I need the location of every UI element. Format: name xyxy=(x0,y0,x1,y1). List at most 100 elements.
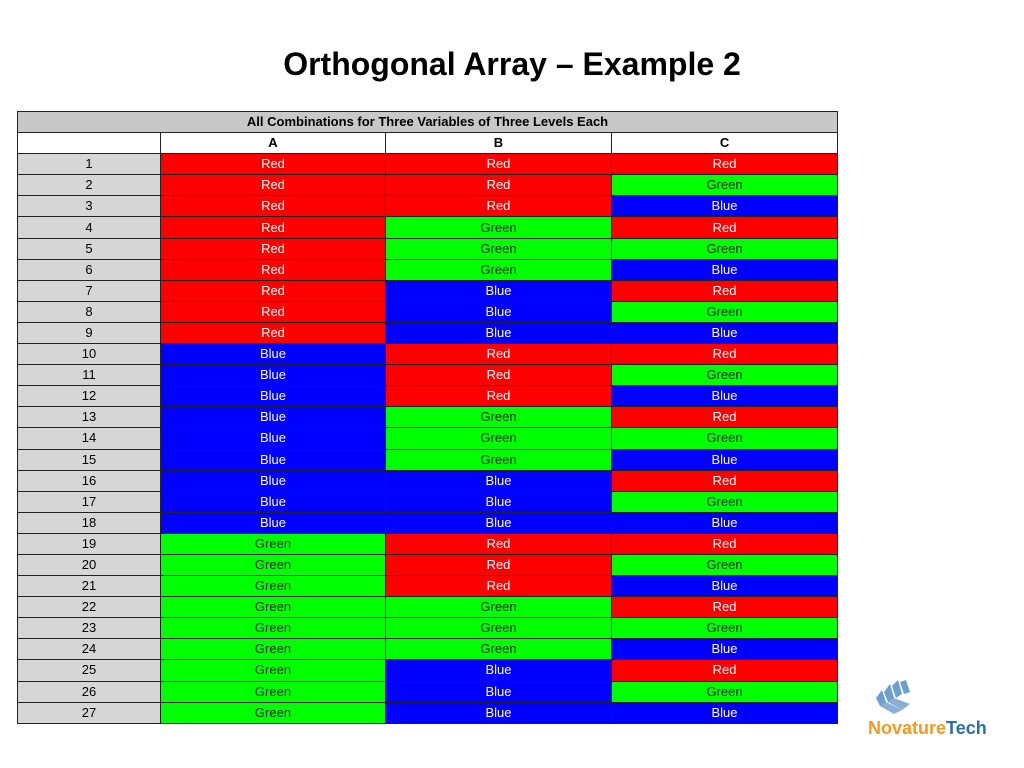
table-row: 19 Green Red Red xyxy=(17,532,839,555)
cell-c: Blue xyxy=(610,701,839,724)
cell-c: Red xyxy=(610,596,839,619)
table-row: 5 Red Green Green xyxy=(17,237,839,260)
cell-b: Green xyxy=(385,406,612,429)
table-row: 10 Blue Red Red xyxy=(17,343,839,366)
cell-c: Blue xyxy=(610,385,839,408)
cell-c: Green xyxy=(610,490,839,513)
row-number-cell: 25 xyxy=(17,659,161,682)
row-number-cell: 2 xyxy=(17,174,161,197)
cell-b: Green xyxy=(385,448,612,471)
row-number-cell: 4 xyxy=(17,216,161,239)
row-number-cell: 23 xyxy=(17,617,161,640)
cell-b: Red xyxy=(385,364,612,387)
cell-a: Green xyxy=(160,553,386,577)
cell-c: Blue xyxy=(610,321,839,345)
table-row: 23 Green Green Green xyxy=(17,617,839,640)
cell-c: Blue xyxy=(610,511,839,534)
row-number-cell: 16 xyxy=(17,469,161,492)
cell-a: Red xyxy=(160,216,386,239)
cell-c: Blue xyxy=(610,638,839,661)
row-number-cell: 21 xyxy=(17,575,161,598)
cell-b: Blue xyxy=(385,321,612,345)
table-row: 18 Blue Blue Blue xyxy=(17,511,839,534)
cell-a: Red xyxy=(160,300,386,323)
table-row: 9 Red Blue Blue xyxy=(17,321,839,345)
cell-b: Red xyxy=(385,195,612,218)
combinations-table: All Combinations for Three Variables of … xyxy=(16,110,839,724)
cell-b: Green xyxy=(385,427,612,450)
table-row: 11 Blue Red Green xyxy=(17,364,839,387)
slide-title: Orthogonal Array – Example 2 xyxy=(283,46,741,82)
table-row: 4 Red Green Red xyxy=(17,216,839,239)
cell-b: Blue xyxy=(385,680,612,703)
header-c: C xyxy=(610,132,839,155)
cell-a: Green xyxy=(160,575,386,598)
cell-c: Green xyxy=(610,300,839,323)
cell-a: Green xyxy=(160,701,386,724)
table-row: 15 Blue Green Blue xyxy=(17,448,839,471)
table-body: 1 Red Red Red 2 Red Red Green 3 Red Red Blue 4 Red Gre… xyxy=(17,153,839,724)
cell-c: Red xyxy=(610,153,839,176)
cell-b: Green xyxy=(385,638,612,661)
logo-wordmark: NovatureTech xyxy=(868,718,987,739)
cell-a: Red xyxy=(160,279,386,302)
cell-c: Green xyxy=(610,237,839,260)
table-row: 12 Blue Red Blue xyxy=(17,385,839,408)
cell-c: Red xyxy=(610,279,839,302)
cell-a: Blue xyxy=(160,343,386,366)
table-row: 27 Green Blue Blue xyxy=(17,701,839,724)
cell-a: Green xyxy=(160,532,386,555)
row-number-cell: 8 xyxy=(17,300,161,323)
cell-a: Red xyxy=(160,258,386,281)
table-row: 2 Red Red Green xyxy=(17,174,839,197)
row-number-cell: 22 xyxy=(17,596,161,619)
row-number-cell: 24 xyxy=(17,638,161,661)
row-number-cell: 12 xyxy=(17,385,161,408)
cell-b: Red xyxy=(385,343,612,366)
cell-a: Blue xyxy=(160,364,386,387)
table-row: 1 Red Red Red xyxy=(17,153,839,176)
cell-a: Green xyxy=(160,596,386,619)
cell-c: Red xyxy=(610,532,839,555)
cell-b: Blue xyxy=(385,279,612,302)
cell-a: Red xyxy=(160,195,386,218)
cell-a: Red xyxy=(160,153,386,176)
cell-b: Red xyxy=(385,532,612,555)
row-number-cell: 13 xyxy=(17,406,161,429)
header-a: A xyxy=(160,132,386,155)
cell-c: Red xyxy=(610,469,839,492)
row-number-cell: 11 xyxy=(17,364,161,387)
table-row: 21 Green Red Blue xyxy=(17,575,839,598)
cell-a: Red xyxy=(160,174,386,197)
cell-c: Green xyxy=(610,427,839,450)
table-row: 22 Green Green Red xyxy=(17,596,839,619)
table-row: 25 Green Blue Red xyxy=(17,659,839,682)
table-row: 16 Blue Blue Red xyxy=(17,469,839,492)
row-number-cell: 27 xyxy=(17,701,161,724)
cell-a: Green xyxy=(160,617,386,640)
cell-c: Green xyxy=(610,364,839,387)
cell-b: Blue xyxy=(385,300,612,323)
cell-b: Blue xyxy=(385,511,612,534)
cell-c: Red xyxy=(610,406,839,429)
cell-b: Blue xyxy=(385,659,612,682)
cell-c: Blue xyxy=(610,448,839,471)
cell-a: Blue xyxy=(160,385,386,408)
cell-c: Green xyxy=(610,174,839,197)
cell-c: Blue xyxy=(610,195,839,218)
cell-b: Green xyxy=(385,237,612,260)
row-number-cell: 10 xyxy=(17,343,161,366)
table-row: 3 Red Red Blue xyxy=(17,195,839,218)
cell-b: Red xyxy=(385,553,612,577)
row-number-cell: 14 xyxy=(17,427,161,450)
cell-a: Blue xyxy=(160,511,386,534)
cell-b: Red xyxy=(385,153,612,176)
table-row: 20 Green Red Green xyxy=(17,553,839,577)
row-number-cell: 18 xyxy=(17,511,161,534)
cell-a: Green xyxy=(160,680,386,703)
cell-c: Blue xyxy=(610,575,839,598)
table-row: 14 Blue Green Green xyxy=(17,427,839,450)
header-b: B xyxy=(385,132,612,155)
cell-a: Green xyxy=(160,638,386,661)
table-row: 8 Red Blue Green xyxy=(17,300,839,323)
